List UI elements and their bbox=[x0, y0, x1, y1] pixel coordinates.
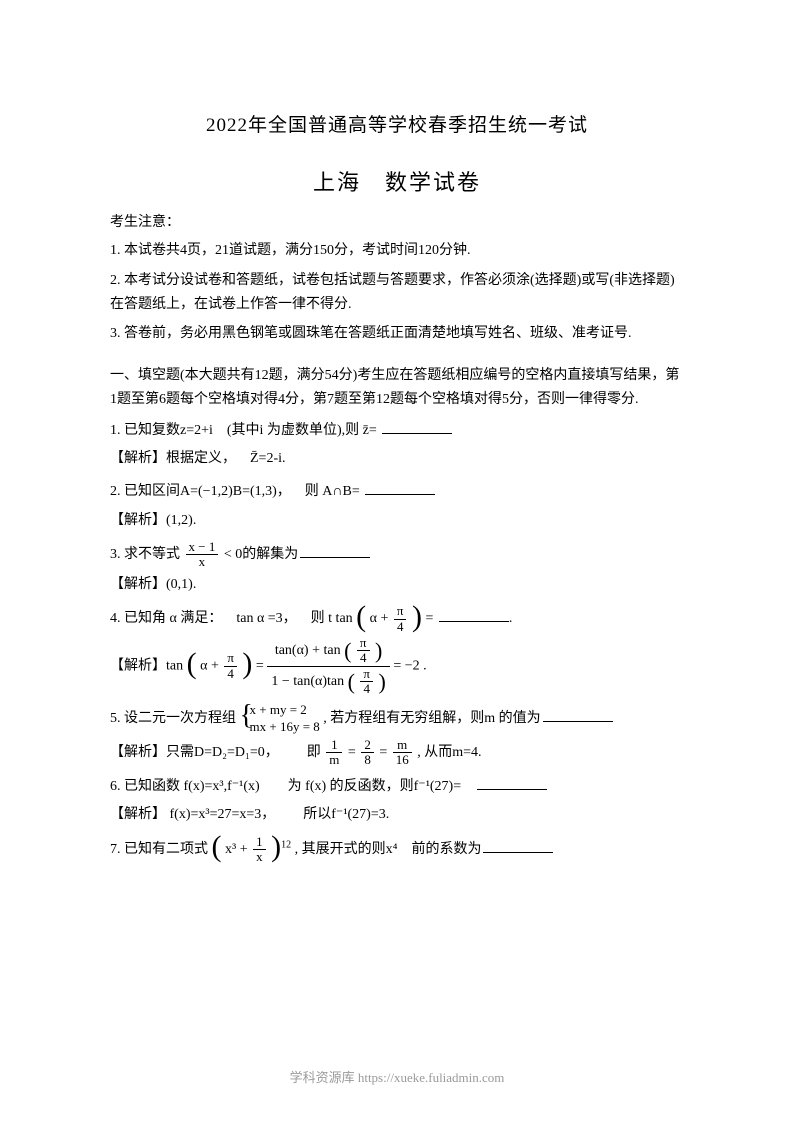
question-7: 7. 已知有二项式 ( x³ + 1 x )12 , 其展开式的则x⁴ 前的系数… bbox=[110, 835, 684, 865]
question-text: < 0的解集为 bbox=[224, 547, 298, 562]
numerator: π bbox=[224, 651, 237, 666]
exam-page: 2022年全国普通高等学校春季招生统一考试 上海 数学试卷 考生注意： 1. 本… bbox=[0, 0, 794, 1122]
fraction: π 4 bbox=[224, 651, 237, 681]
equals-text: = bbox=[379, 745, 390, 760]
answer-blank bbox=[477, 775, 547, 790]
exam-sub-title: 上海 数学试卷 bbox=[110, 165, 684, 197]
question-4: 4. 已知角 α 满足： tan α =3， 则 t tan ( α + π 4… bbox=[110, 604, 684, 634]
fraction: π 4 bbox=[360, 667, 373, 697]
denominator: 1 − tan(α)tan ( π 4 ) bbox=[267, 667, 390, 697]
expr-text: x³ + bbox=[225, 842, 251, 857]
notice-heading: 考生注意： bbox=[110, 211, 684, 231]
answer-1: 【解析】根据定义， Z̄=2-i. bbox=[110, 446, 684, 473]
question-text: . bbox=[509, 611, 513, 626]
answer-2: 【解析】(1,2). bbox=[110, 508, 684, 535]
answer-4: 【解析】tan ( α + π 4 ) = tan(α) + tan ( π 4… bbox=[110, 636, 684, 696]
question-6: 6. 已知函数 f(x)=x³,f⁻¹(x) 为 f(x) 的反函数，则f⁻¹(… bbox=[110, 774, 684, 801]
answer-blank bbox=[382, 419, 452, 434]
notice-item: 3. 答卷前，务必用黑色钢笔或圆珠笔在答题纸正面清楚地填写姓名、班级、准考证号. bbox=[110, 322, 684, 346]
question-2: 2. 已知区间A=(−1,2)B=(1,3)， 则 A∩B= bbox=[110, 479, 684, 506]
equation-row: mx + 16y = 8 bbox=[250, 719, 320, 734]
notice-item: 1. 本试卷共4页，21道试题，满分150分，考试时间120分钟. bbox=[110, 239, 684, 263]
right-paren-icon: ) bbox=[375, 638, 382, 663]
question-text: 6. 已知函数 f(x)=x³,f⁻¹(x) 为 f(x) 的反函数，则f⁻¹(… bbox=[110, 779, 475, 794]
fraction: 1 x bbox=[253, 835, 266, 865]
denominator: 8 bbox=[361, 753, 374, 767]
numerator: π bbox=[360, 667, 373, 682]
denominator: 4 bbox=[360, 682, 373, 696]
equals-text: = bbox=[348, 745, 359, 760]
right-paren-icon: ) bbox=[379, 668, 386, 693]
numerator: x − 1 bbox=[186, 540, 219, 555]
answer-6: 【解析】 f(x)=x³=27=x=3， 所以f⁻¹(27)=3. bbox=[110, 802, 684, 829]
numerator: 1 bbox=[326, 738, 342, 753]
question-3: 3. 求不等式 x − 1 x < 0的解集为 bbox=[110, 540, 684, 570]
answer-blank bbox=[543, 707, 613, 722]
expr-text: tan(α) + tan bbox=[275, 643, 341, 658]
numerator: m bbox=[393, 738, 412, 753]
question-text: , 其展开式的则x⁴ 前的系数为 bbox=[295, 842, 482, 857]
question-text: , 若方程组有无穷组解，则m 的值为 bbox=[323, 711, 540, 726]
fraction: 2 8 bbox=[361, 738, 374, 768]
question-text: = bbox=[425, 611, 436, 626]
expr-text: 1 − tan(α)tan bbox=[271, 674, 344, 689]
denominator: 16 bbox=[393, 753, 412, 767]
exam-main-title: 2022年全国普通高等学校春季招生统一考试 bbox=[110, 110, 684, 137]
question-text: 3. 求不等式 bbox=[110, 547, 180, 562]
answer-text: , 从而m=4. bbox=[417, 745, 481, 760]
answer-text: 【解析】tan bbox=[110, 658, 183, 673]
equals-text: = bbox=[256, 658, 267, 673]
numerator: 2 bbox=[361, 738, 374, 753]
equation-row: x + my = 2 bbox=[250, 702, 307, 717]
numerator: π bbox=[357, 636, 370, 651]
answer-blank bbox=[483, 838, 553, 853]
question-text: 1. 已知复数z=2+i (其中i 为虚数单位),则 z̄= bbox=[110, 423, 380, 438]
denominator: 4 bbox=[394, 620, 407, 634]
left-paren-icon: ( bbox=[344, 638, 351, 663]
fraction: m 16 bbox=[393, 738, 412, 768]
denominator: x bbox=[253, 850, 266, 864]
answer-3: 【解析】(0,1). bbox=[110, 572, 684, 599]
exponent: 12 bbox=[281, 839, 291, 850]
answer-5: 【解析】只需D=D₂=D₁=0， 即 1 m = 2 8 = m 16 , 从而… bbox=[110, 738, 684, 768]
numerator: π bbox=[394, 604, 407, 619]
numerator: tan(α) + tan ( π 4 ) bbox=[267, 636, 390, 667]
question-text: 5. 设二元一次方程组 bbox=[110, 711, 236, 726]
expr-text: α + bbox=[370, 611, 392, 626]
denominator: x bbox=[186, 555, 219, 569]
question-1: 1. 已知复数z=2+i (其中i 为虚数单位),则 z̄= bbox=[110, 418, 684, 445]
denominator: 4 bbox=[357, 651, 370, 665]
section-1-heading: 一、填空题(本大题共有12题，满分54分)考生应在答题纸相应编号的空格内直接填写… bbox=[110, 364, 684, 412]
numerator: 1 bbox=[253, 835, 266, 850]
denominator: 4 bbox=[224, 667, 237, 681]
question-text: 2. 已知区间A=(−1,2)B=(1,3)， 则 A∩B= bbox=[110, 484, 363, 499]
question-5: 5. 设二元一次方程组 x + my = 2 mx + 16y = 8 , 若方… bbox=[110, 702, 684, 736]
notice-item: 2. 本考试分设试卷和答题纸，试卷包括试题与答题要求，作答必须涂(选择题)或写(… bbox=[110, 269, 684, 317]
left-paren-icon: ( bbox=[348, 668, 355, 693]
question-text: 4. 已知角 α 满足： tan α =3， 则 t tan bbox=[110, 611, 353, 626]
expr-text: α + bbox=[200, 658, 222, 673]
fraction: 1 m bbox=[326, 738, 342, 768]
fraction: x − 1 x bbox=[186, 540, 219, 570]
answer-blank bbox=[365, 480, 435, 495]
answer-blank bbox=[439, 607, 509, 622]
fraction: π 4 bbox=[357, 636, 370, 666]
page-footer: 学科资源库 https://xueke.fuliadmin.com bbox=[0, 1067, 794, 1086]
answer-text: 【解析】只需D=D₂=D₁=0， 即 bbox=[110, 745, 324, 760]
brace-system: x + my = 2 mx + 16y = 8 bbox=[240, 702, 320, 736]
answer-blank bbox=[300, 543, 370, 558]
fraction: π 4 bbox=[394, 604, 407, 634]
denominator: m bbox=[326, 753, 342, 767]
answer-text: = −2 . bbox=[393, 658, 426, 673]
big-fraction: tan(α) + tan ( π 4 ) 1 − tan(α)tan ( π 4… bbox=[267, 636, 390, 696]
question-text: 7. 已知有二项式 bbox=[110, 842, 208, 857]
